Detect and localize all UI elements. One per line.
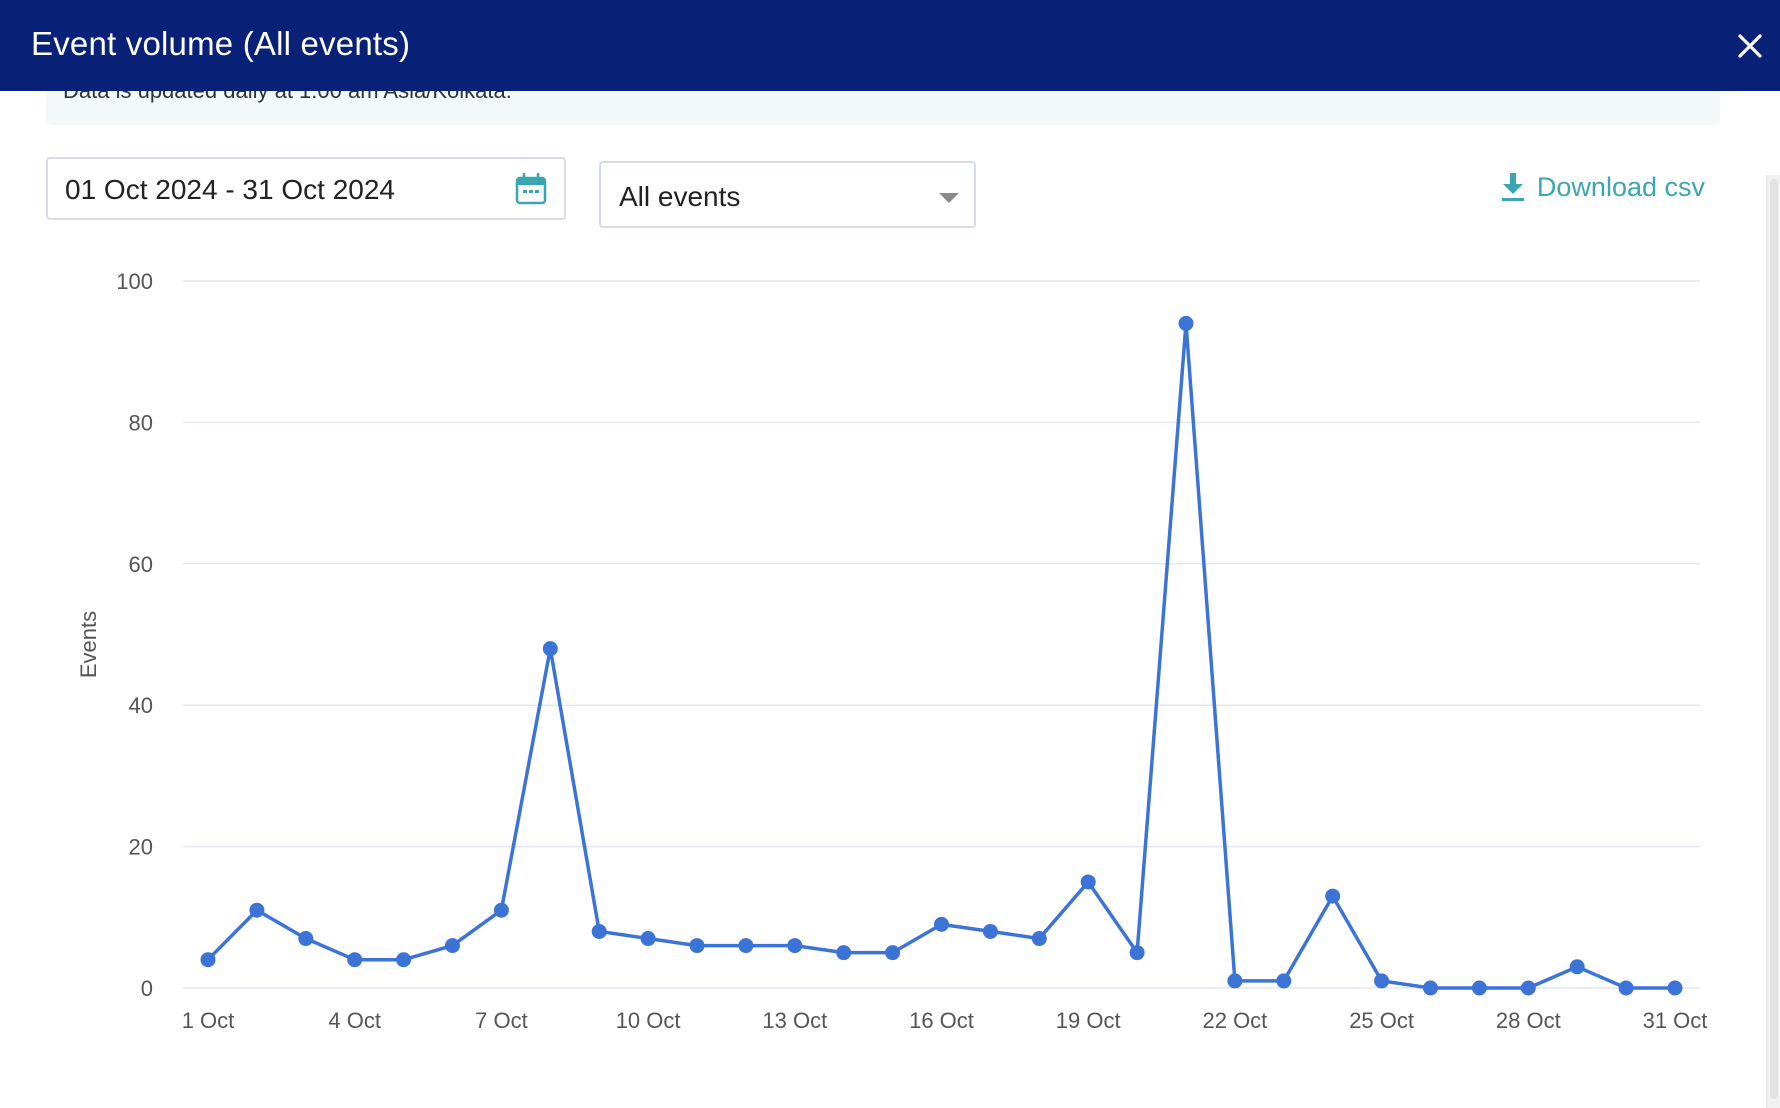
x-tick-label: 25 Oct	[1349, 1008, 1414, 1033]
data-point[interactable]	[1374, 973, 1390, 989]
y-tick-label: 0	[141, 976, 153, 1001]
x-tick-label: 1 Oct	[182, 1008, 235, 1033]
x-tick-label: 28 Oct	[1496, 1008, 1561, 1033]
data-point[interactable]	[200, 952, 216, 968]
data-point[interactable]	[396, 952, 412, 968]
data-point[interactable]	[493, 902, 509, 918]
x-tick-label: 31 Oct	[1643, 1008, 1708, 1033]
data-point[interactable]	[787, 938, 803, 954]
data-point[interactable]	[885, 945, 901, 961]
data-point[interactable]	[1325, 888, 1341, 904]
y-tick-label: 20	[129, 835, 153, 860]
calendar-icon	[515, 172, 547, 205]
data-point[interactable]	[934, 916, 949, 932]
data-point[interactable]	[1031, 931, 1047, 947]
x-tick-label: 16 Oct	[909, 1008, 974, 1033]
y-tick-label: 60	[129, 552, 153, 577]
scrollbar[interactable]	[1766, 175, 1780, 1108]
data-point[interactable]	[738, 938, 754, 954]
download-icon	[1501, 173, 1524, 201]
data-point[interactable]	[640, 931, 656, 947]
data-point[interactable]	[1129, 945, 1145, 961]
event-type-select[interactable]: All events	[599, 161, 976, 228]
data-point[interactable]	[1080, 874, 1096, 890]
data-point[interactable]	[1520, 980, 1536, 996]
x-tick-label: 13 Oct	[762, 1008, 827, 1033]
x-tick-label: 7 Oct	[475, 1008, 528, 1033]
close-icon	[1738, 34, 1762, 58]
scrollbar-thumb[interactable]	[1770, 179, 1778, 1099]
x-tick-label: 4 Oct	[328, 1008, 381, 1033]
data-point[interactable]	[542, 641, 558, 657]
data-point[interactable]	[1227, 973, 1243, 989]
event-type-value: All events	[619, 181, 741, 212]
modal-title: Event volume (All events)	[31, 25, 411, 62]
data-point[interactable]	[1178, 315, 1194, 331]
date-range-value: 01 Oct 2024 - 31 Oct 2024	[65, 174, 395, 205]
x-tick-label: 19 Oct	[1056, 1008, 1121, 1033]
x-tick-label: 10 Oct	[616, 1008, 681, 1033]
date-range-picker[interactable]: 01 Oct 2024 - 31 Oct 2024	[46, 157, 566, 220]
modal-header: Event volume (All events)	[0, 0, 1780, 91]
y-tick-label: 80	[129, 410, 153, 435]
download-csv-label: Download csv	[1536, 171, 1705, 202]
chevron-down-icon	[939, 193, 959, 203]
data-point[interactable]	[1667, 980, 1683, 996]
data-point[interactable]	[347, 952, 363, 968]
data-point[interactable]	[836, 945, 852, 961]
x-tick-label: 22 Oct	[1202, 1008, 1267, 1033]
data-point[interactable]	[445, 938, 460, 954]
data-point[interactable]	[1276, 973, 1292, 989]
data-point[interactable]	[689, 938, 705, 954]
download-csv-button[interactable]: Download csv	[1501, 170, 1705, 204]
data-point[interactable]	[249, 902, 265, 918]
y-tick-label: 100	[116, 269, 153, 294]
data-point[interactable]	[982, 923, 998, 939]
close-button[interactable]	[1730, 26, 1770, 66]
data-point[interactable]	[591, 923, 607, 939]
data-point[interactable]	[1569, 959, 1585, 975]
y-tick-label: 40	[129, 693, 153, 718]
event-volume-chart: 0 20 40 60 80 100 Events 1 Oct 4 Oct 7 Oct 10 Oct 1…	[76, 269, 1708, 1033]
y-axis-label: Events	[76, 611, 101, 678]
data-point[interactable]	[298, 931, 314, 947]
data-point[interactable]	[1423, 980, 1438, 996]
data-point[interactable]	[1618, 980, 1634, 996]
data-point[interactable]	[1471, 980, 1487, 996]
